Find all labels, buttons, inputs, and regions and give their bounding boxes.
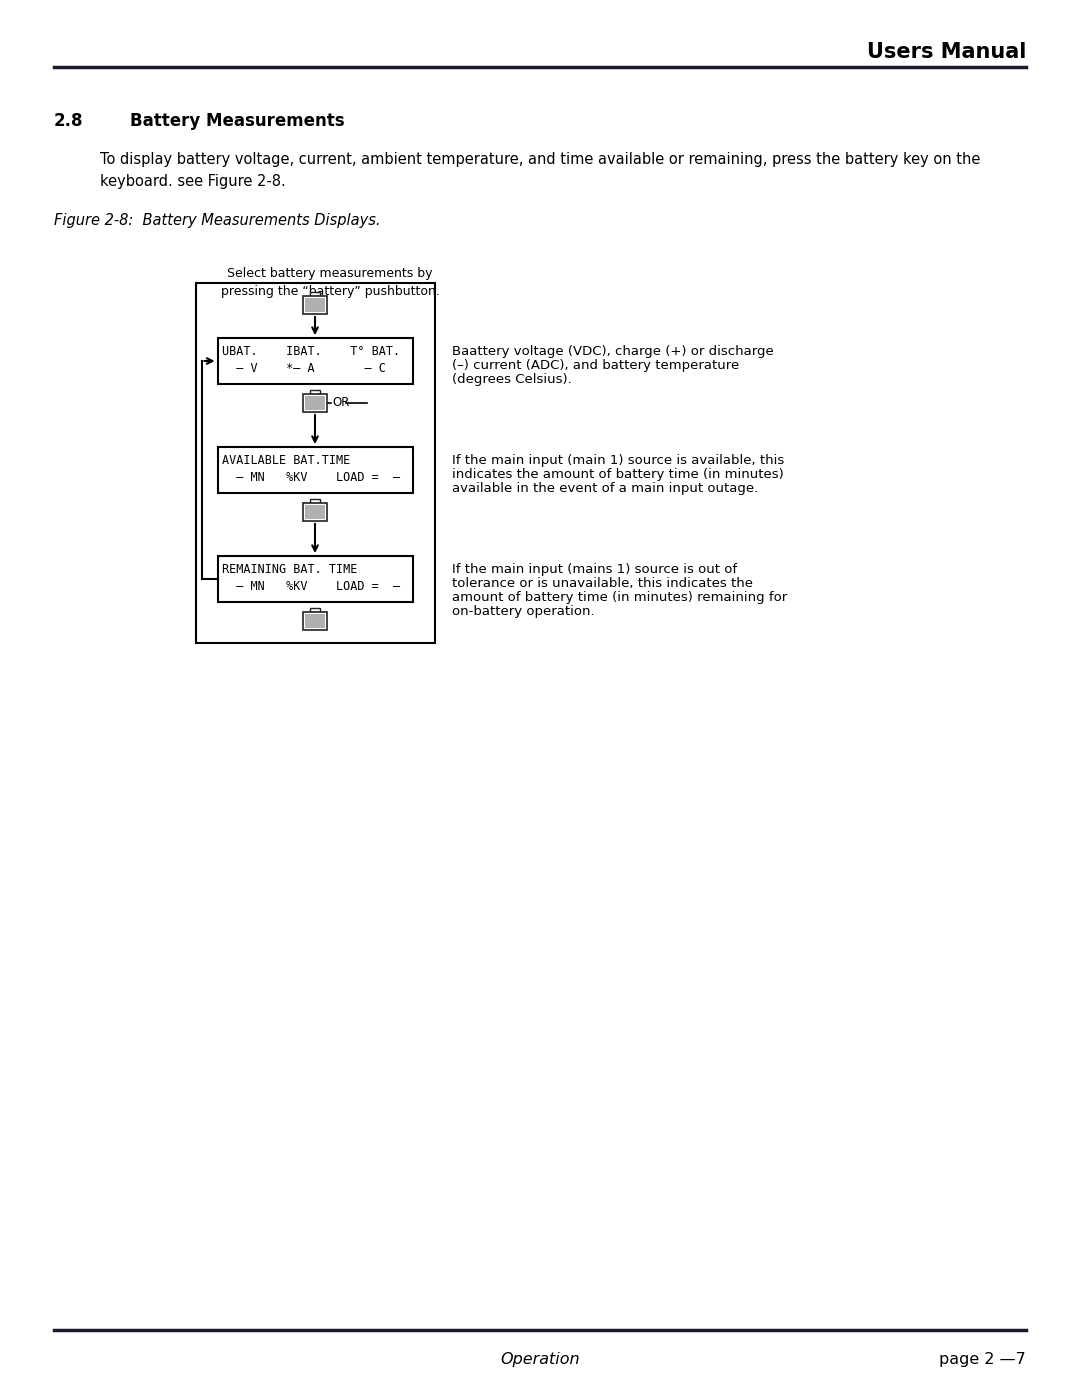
Bar [303,503,327,521]
Text: indicates the amount of battery time (in minutes): indicates the amount of battery time (in… [453,468,784,481]
Text: page 2 —7: page 2 —7 [940,1352,1026,1368]
Text: amount of battery time (in minutes) remaining for: amount of battery time (in minutes) rema… [453,591,787,604]
Text: Select battery measurements by
pressing the “battery” pushbutton.: Select battery measurements by pressing … [220,267,440,298]
Text: (–) current (ADC), and battery temperature: (–) current (ADC), and battery temperatu… [453,359,739,372]
Text: tolerance or is unavailable, this indicates the: tolerance or is unavailable, this indica… [453,577,753,590]
Text: Operation: Operation [500,1352,580,1368]
Bar [310,292,320,296]
Text: OR: OR [332,397,349,409]
Text: Baattery voltage (VDC), charge (+) or discharge: Baattery voltage (VDC), charge (+) or di… [453,345,773,358]
Bar [217,556,413,602]
Text: — MN   %KV    LOAD =  —: — MN %KV LOAD = — [222,471,401,483]
Text: — MN   %KV    LOAD =  —: — MN %KV LOAD = — [222,580,401,592]
Text: Battery Measurements: Battery Measurements [130,112,345,130]
Bar [310,390,320,394]
Text: available in the event of a main input outage.: available in the event of a main input o… [453,482,758,495]
Bar [195,284,434,643]
Text: To display battery voltage, current, ambient temperature, and time available or : To display battery voltage, current, amb… [100,152,981,189]
Bar [305,504,325,520]
Bar [217,338,413,384]
Text: AVAILABLE BAT.TIME: AVAILABLE BAT.TIME [222,454,351,467]
Text: Figure 2-8:  Battery Measurements Displays.: Figure 2-8: Battery Measurements Display… [54,212,380,228]
Text: If the main input (main 1) source is available, this: If the main input (main 1) source is ava… [453,454,784,467]
Text: Users Manual: Users Manual [866,42,1026,61]
Text: 2.8: 2.8 [54,112,83,130]
Bar [305,615,325,629]
Bar [310,499,320,503]
Text: REMAINING BAT. TIME: REMAINING BAT. TIME [222,563,357,576]
Text: on-battery operation.: on-battery operation. [453,605,595,617]
Bar [303,296,327,314]
Text: If the main input (mains 1) source is out of: If the main input (mains 1) source is ou… [453,563,738,576]
Bar [310,608,320,612]
Bar [305,298,325,312]
Text: — V    *— A       — C: — V *— A — C [222,362,387,374]
Bar [303,612,327,630]
Bar [303,394,327,412]
Bar [217,447,413,493]
Text: UBAT.    IBAT.    T° BAT.: UBAT. IBAT. T° BAT. [222,345,401,358]
Bar [305,395,325,409]
Text: (degrees Celsius).: (degrees Celsius). [453,373,571,386]
